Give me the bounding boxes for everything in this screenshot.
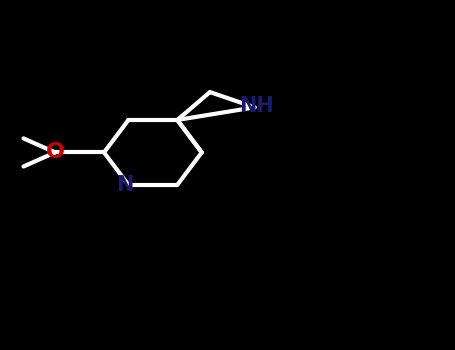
Text: NH: NH: [239, 96, 274, 116]
Text: O: O: [46, 142, 65, 162]
Text: N: N: [116, 175, 133, 195]
